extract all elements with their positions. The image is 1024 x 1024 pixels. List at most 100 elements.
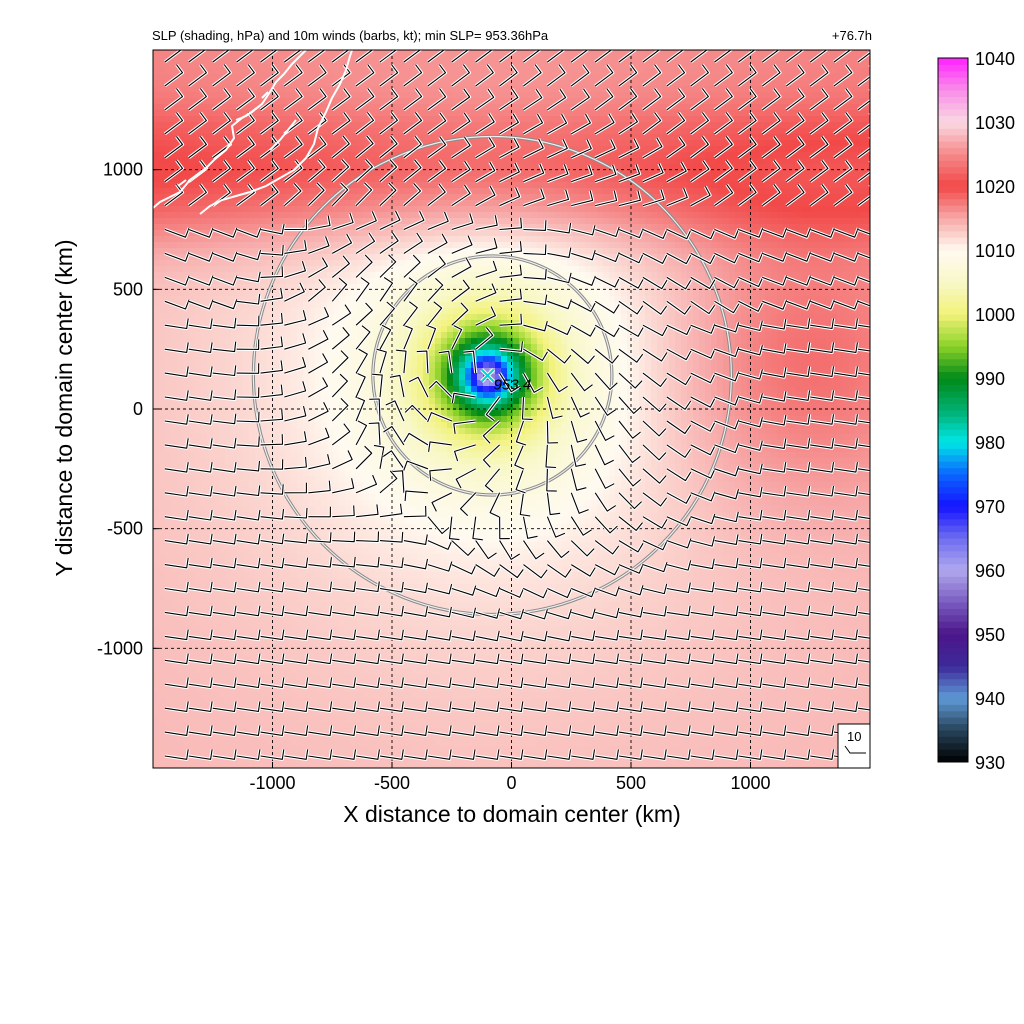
slp-cell — [153, 230, 160, 237]
slp-cell — [279, 50, 286, 57]
slp-cell — [471, 230, 478, 237]
slp-cell — [507, 218, 514, 225]
slp-cell — [693, 50, 700, 57]
slp-cell — [357, 92, 364, 99]
slp-cell — [705, 98, 712, 105]
slp-cell — [495, 104, 502, 111]
slp-cell — [375, 128, 382, 135]
slp-cell — [297, 212, 304, 219]
slp-cell — [219, 140, 226, 147]
slp-cell — [153, 50, 160, 57]
slp-cell — [621, 50, 628, 57]
slp-cell — [849, 290, 856, 297]
slp-cell — [255, 194, 262, 201]
slp-cell — [291, 212, 298, 219]
slp-cell — [255, 176, 262, 183]
slp-cell — [243, 290, 250, 297]
slp-cell — [279, 80, 286, 87]
slp-cell — [855, 170, 862, 177]
slp-cell — [525, 194, 532, 201]
slp-cell — [483, 86, 490, 93]
slp-cell — [759, 116, 766, 123]
slp-cell — [561, 98, 568, 105]
slp-cell — [555, 206, 562, 213]
slp-cell — [549, 260, 556, 267]
slp-cell — [705, 110, 712, 117]
slp-cell — [183, 134, 190, 141]
slp-cell — [633, 86, 640, 93]
slp-cell — [555, 122, 562, 129]
slp-cell — [159, 266, 166, 273]
slp-cell — [591, 134, 598, 141]
slp-cell — [675, 272, 682, 279]
slp-cell — [345, 152, 352, 159]
slp-cell — [627, 272, 634, 279]
slp-cell — [369, 194, 376, 201]
slp-cell — [639, 146, 646, 153]
slp-cell — [381, 92, 388, 99]
slp-cell — [219, 56, 226, 63]
slp-cell — [573, 236, 580, 243]
slp-cell — [627, 290, 634, 297]
slp-cell — [753, 50, 760, 57]
slp-cell — [705, 248, 712, 255]
slp-cell — [669, 140, 676, 147]
slp-cell — [495, 50, 502, 57]
slp-cell — [747, 56, 754, 63]
slp-cell — [519, 92, 526, 99]
slp-cell — [741, 146, 748, 153]
slp-cell — [699, 92, 706, 99]
slp-cell — [201, 62, 208, 69]
slp-cell — [741, 212, 748, 219]
slp-cell — [855, 128, 862, 135]
slp-cell — [693, 218, 700, 225]
slp-cell — [219, 248, 226, 255]
slp-cell — [159, 260, 166, 267]
slp-cell — [759, 128, 766, 135]
slp-cell — [255, 134, 262, 141]
slp-cell — [495, 92, 502, 99]
slp-cell — [831, 104, 838, 111]
slp-cell — [765, 86, 772, 93]
slp-cell — [231, 266, 238, 273]
slp-cell — [381, 218, 388, 225]
slp-cell — [723, 128, 730, 135]
slp-cell — [711, 74, 718, 81]
slp-cell — [765, 62, 772, 69]
slp-cell — [759, 110, 766, 117]
slp-cell — [603, 236, 610, 243]
slp-cell — [837, 260, 844, 267]
slp-cell — [159, 86, 166, 93]
slp-cell — [765, 158, 772, 165]
slp-cell — [423, 260, 430, 267]
slp-cell — [243, 110, 250, 117]
slp-cell — [633, 122, 640, 129]
slp-cell — [741, 86, 748, 93]
slp-cell — [321, 146, 328, 153]
slp-cell — [477, 86, 484, 93]
slp-cell — [807, 206, 814, 213]
slp-cell — [153, 146, 160, 153]
slp-cell — [303, 278, 310, 285]
slp-cell — [633, 80, 640, 87]
slp-cell — [399, 56, 406, 63]
slp-cell — [849, 122, 856, 129]
slp-cell — [741, 206, 748, 213]
slp-cell — [423, 92, 430, 99]
slp-cell — [801, 242, 808, 249]
slp-cell — [813, 152, 820, 159]
slp-cell — [579, 122, 586, 129]
slp-cell — [687, 164, 694, 171]
slp-cell — [195, 116, 202, 123]
slp-cell — [657, 242, 664, 249]
slp-cell — [711, 218, 718, 225]
slp-cell — [561, 206, 568, 213]
slp-cell — [561, 218, 568, 225]
slp-cell — [303, 206, 310, 213]
slp-cell — [621, 140, 628, 147]
slp-cell — [261, 74, 268, 81]
slp-cell — [363, 272, 370, 279]
slp-cell — [501, 164, 508, 171]
slp-cell — [651, 152, 658, 159]
slp-cell — [201, 248, 208, 255]
